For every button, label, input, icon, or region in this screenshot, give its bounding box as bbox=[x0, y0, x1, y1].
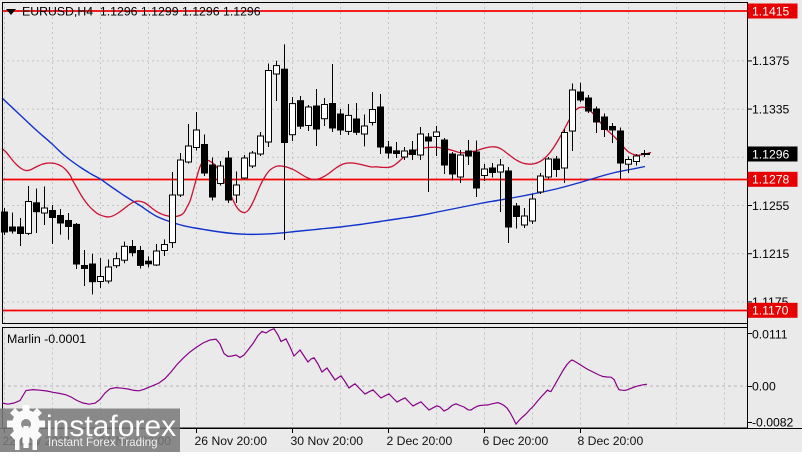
svg-text:EURUSD,H4 1.1296 1.1299 1.129: EURUSD,H4 1.1296 1.1299 1.1296 1.1296 bbox=[22, 4, 261, 18]
svg-text:1.1296: 1.1296 bbox=[752, 147, 789, 161]
svg-text:8 Dec 20:00: 8 Dec 20:00 bbox=[578, 434, 644, 448]
svg-text:1.1335: 1.1335 bbox=[752, 102, 789, 116]
svg-text:1.1415: 1.1415 bbox=[752, 4, 789, 18]
svg-text:1.1278: 1.1278 bbox=[752, 173, 789, 187]
svg-text:Marlin -0.0001: Marlin -0.0001 bbox=[7, 332, 86, 346]
svg-text:0.0111: 0.0111 bbox=[752, 327, 788, 341]
svg-text:2 Dec 20:00: 2 Dec 20:00 bbox=[387, 434, 453, 448]
svg-text:26 Nov 20:00: 26 Nov 20:00 bbox=[195, 434, 268, 448]
svg-text:30 Nov 20:00: 30 Nov 20:00 bbox=[291, 434, 364, 448]
svg-text:6 Dec 20:00: 6 Dec 20:00 bbox=[483, 434, 549, 448]
svg-text:1.1215: 1.1215 bbox=[752, 247, 789, 261]
svg-text:Instant Forex Trading: Instant Forex Trading bbox=[48, 436, 158, 449]
svg-text:1.1170: 1.1170 bbox=[752, 304, 789, 318]
svg-text:0.00: 0.00 bbox=[752, 379, 776, 393]
svg-text:1.1255: 1.1255 bbox=[752, 199, 789, 213]
svg-text:-0.0082: -0.0082 bbox=[752, 415, 794, 429]
svg-text:instaforex: instaforex bbox=[46, 410, 176, 443]
svg-text:1.1375: 1.1375 bbox=[752, 54, 789, 68]
